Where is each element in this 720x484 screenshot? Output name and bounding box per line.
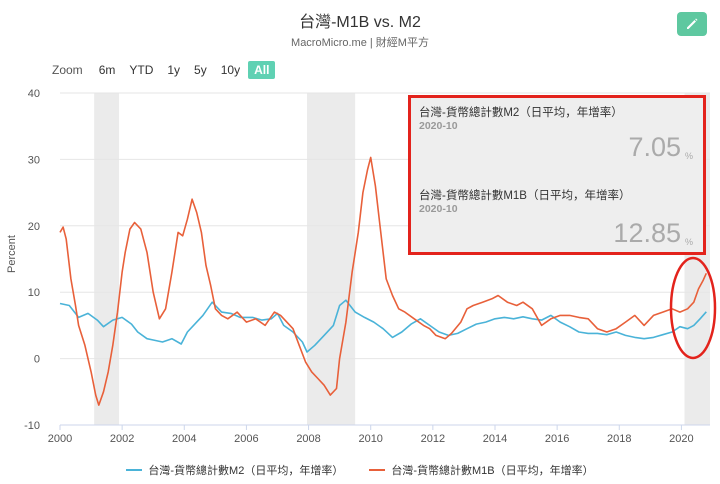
- x-tick-label: 2006: [234, 433, 258, 445]
- y-tick-label: 30: [28, 154, 40, 166]
- tooltip-m1b-label: 台灣-貨幣總計數M1B（日平均，年增率）: [419, 190, 631, 202]
- chart-title: 台灣-M1B vs. M2: [299, 14, 421, 31]
- data-tooltip: 台灣-貨幣總計數M2（日平均，年增率） 2020-10 7.05 % 台灣-貨幣…: [408, 95, 706, 255]
- zoom-6m-button[interactable]: 6m: [98, 63, 116, 77]
- tooltip-m2-date: 2020-10: [419, 120, 458, 132]
- zoom-label: Zoom: [52, 63, 83, 77]
- tooltip-m1b-unit: %: [684, 237, 693, 247]
- shaded-period: [307, 93, 356, 425]
- zoom-1y-button[interactable]: 1y: [167, 63, 181, 77]
- legend-item-m1b[interactable]: 台灣-貨幣總計數M1B（日平均，年增率）: [369, 462, 594, 478]
- x-tick-label: 2000: [48, 433, 72, 445]
- zoom-selector: Zoom 6m YTD 1y 5y 10y All: [52, 61, 277, 79]
- shaded-period: [94, 93, 120, 425]
- series-line-m1b: [59, 156, 708, 406]
- series-line-m2: [59, 299, 707, 353]
- zoom-5y-button[interactable]: 5y: [194, 63, 207, 77]
- x-tick-label: 2016: [545, 433, 569, 445]
- x-tick-label: 2020: [669, 433, 693, 445]
- legend-swatch-m2: [126, 469, 143, 471]
- edit-button[interactable]: [677, 12, 707, 36]
- zoom-10y-button[interactable]: 10y: [220, 63, 241, 77]
- legend-label-m1b: 台灣-貨幣總計數M1B（日平均，年增率）: [391, 465, 594, 477]
- x-tick-label: 2014: [483, 433, 507, 445]
- legend-item-m2[interactable]: 台灣-貨幣總計數M2（日平均，年增率）: [126, 462, 343, 478]
- x-tick-label: 2004: [172, 433, 196, 445]
- tooltip-m2-label: 台灣-貨幣總計數M2（日平均，年增率）: [419, 107, 623, 119]
- pencil-icon: [687, 18, 698, 29]
- x-tick-label: 2010: [358, 433, 382, 445]
- legend-label-m2: 台灣-貨幣總計數M2（日平均，年增率）: [148, 465, 344, 477]
- y-axis-label: Percent: [6, 235, 18, 273]
- y-tick-label: 20: [28, 221, 40, 233]
- y-tick-label: 40: [28, 88, 40, 100]
- chart-subtitle: MacroMicro.me | 財經M平方: [291, 37, 429, 49]
- y-tick-label: -10: [24, 420, 40, 432]
- chart-legend: 台灣-貨幣總計數M2（日平均，年增率） 台灣-貨幣總計數M1B（日平均，年增率）: [0, 462, 720, 478]
- tooltip-m2-unit: %: [684, 151, 693, 161]
- x-tick-label: 2002: [110, 433, 134, 445]
- tooltip-m1b-date: 2020-10: [419, 203, 458, 215]
- highlight-circle-annotation: [669, 256, 717, 360]
- x-tick-label: 2018: [607, 433, 631, 445]
- tooltip-m1b-value: 12.85: [613, 218, 681, 248]
- tooltip-m2-value: 7.05: [628, 132, 681, 162]
- y-tick-label: 0: [34, 354, 40, 366]
- zoom-ytd-button[interactable]: YTD: [129, 63, 154, 77]
- x-tick-label: 2012: [421, 433, 445, 445]
- zoom-all-button[interactable]: All: [248, 61, 276, 79]
- y-tick-label: 10: [28, 287, 40, 299]
- legend-swatch-m1b: [369, 469, 386, 471]
- x-tick-label: 2008: [296, 433, 320, 445]
